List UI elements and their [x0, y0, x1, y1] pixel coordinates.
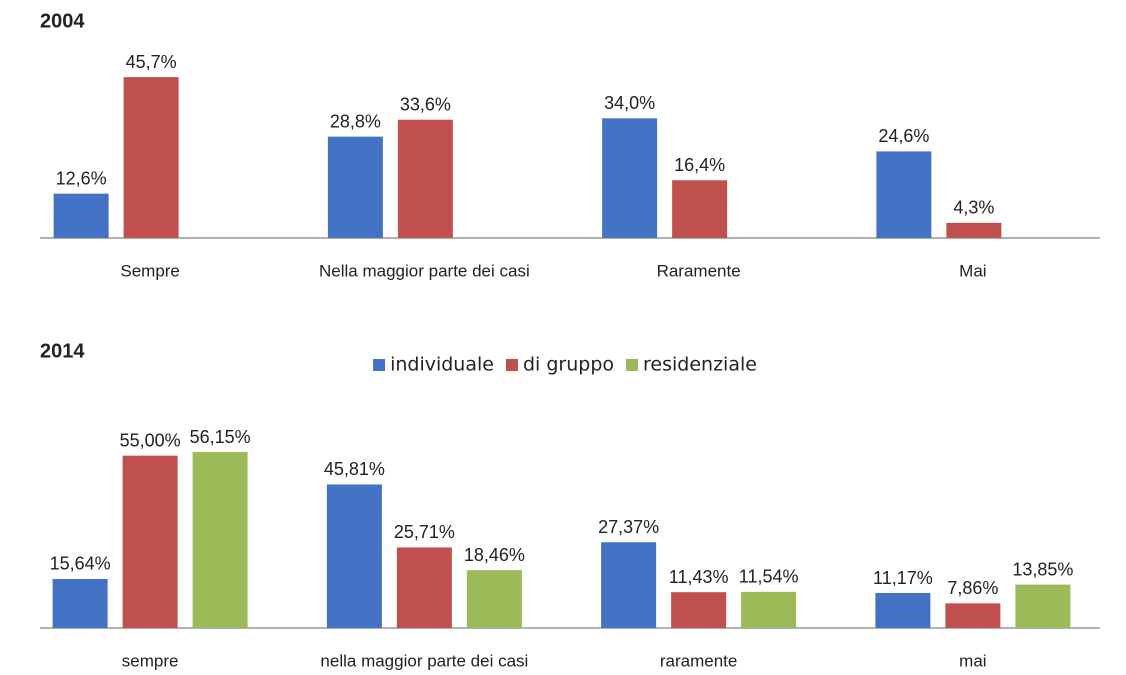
category-label: sempre	[122, 651, 179, 670]
value-label: 56,15%	[190, 427, 251, 447]
bar	[602, 118, 658, 238]
bar	[396, 547, 452, 628]
legend-label: di gruppo	[523, 354, 614, 376]
bar	[53, 193, 109, 238]
value-label: 45,81%	[324, 459, 385, 479]
value-label: 24,6%	[878, 126, 929, 146]
value-label: 34,0%	[604, 93, 655, 113]
legend-label: individuale	[390, 354, 494, 376]
value-label: 18,46%	[464, 545, 525, 565]
category-label: Mai	[959, 261, 986, 280]
value-label: 12,6%	[56, 168, 107, 188]
bar	[875, 593, 931, 628]
value-label: 15,64%	[50, 554, 111, 574]
legend-swatch	[373, 359, 386, 371]
bar	[397, 119, 453, 238]
value-label: 25,71%	[394, 522, 455, 542]
bar	[52, 578, 108, 628]
category-label: Sempre	[120, 261, 180, 280]
value-label: 7,86%	[947, 578, 998, 598]
bar	[327, 136, 383, 238]
bar	[601, 542, 657, 628]
value-label: 16,4%	[674, 155, 725, 175]
bar	[326, 484, 382, 628]
category-label: nella maggior parte dei casi	[320, 651, 528, 670]
bar	[945, 603, 1001, 628]
value-label: 45,7%	[126, 52, 177, 72]
bar	[946, 222, 1002, 238]
value-label: 4,3%	[953, 198, 994, 218]
bar	[122, 455, 178, 628]
value-label: 11,43%	[669, 567, 729, 587]
legend-swatch	[505, 359, 518, 371]
bar	[1015, 584, 1071, 628]
value-label: 33,6%	[400, 94, 451, 114]
value-label: 11,54%	[739, 567, 799, 587]
value-label: 27,37%	[598, 517, 659, 537]
category-label: raramente	[660, 651, 737, 670]
category-label: mai	[959, 651, 986, 670]
legend-swatch	[626, 359, 639, 371]
chart-title: 2014	[40, 340, 85, 362]
value-label: 55,00%	[120, 430, 181, 450]
bar	[192, 452, 248, 628]
bar	[672, 180, 728, 238]
chart-title: 2004	[40, 10, 85, 32]
value-label: 13,85%	[1012, 559, 1073, 579]
value-label: 28,8%	[330, 111, 381, 131]
bar	[741, 591, 797, 628]
bar	[876, 151, 932, 238]
bar	[671, 592, 727, 628]
value-label: 11,17%	[873, 568, 933, 588]
legend-label: residenziale	[643, 354, 757, 376]
bar	[466, 570, 522, 628]
legend: individuale di gruppo residenziale	[373, 354, 757, 376]
bar	[123, 77, 179, 238]
category-label: Nella maggior parte dei casi	[319, 261, 530, 280]
category-label: Raramente	[657, 261, 741, 280]
